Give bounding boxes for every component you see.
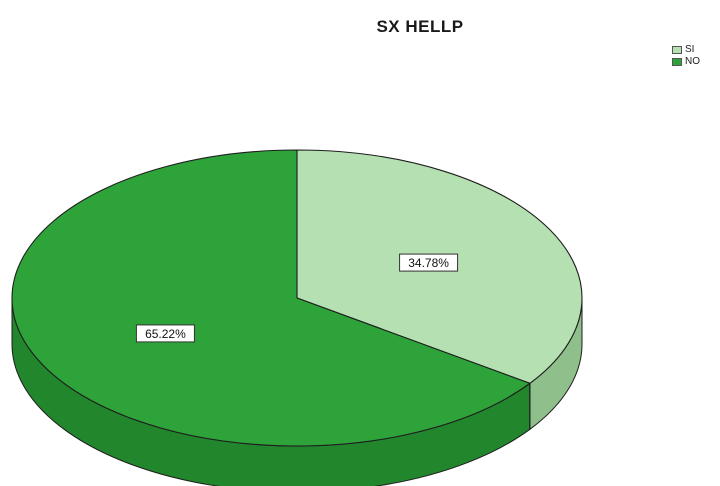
data-label-si: 34.78% [400, 254, 458, 271]
data-label-text: 34.78% [408, 256, 449, 270]
data-label-text: 65.22% [145, 327, 186, 341]
data-label-no: 65.22% [136, 325, 194, 342]
